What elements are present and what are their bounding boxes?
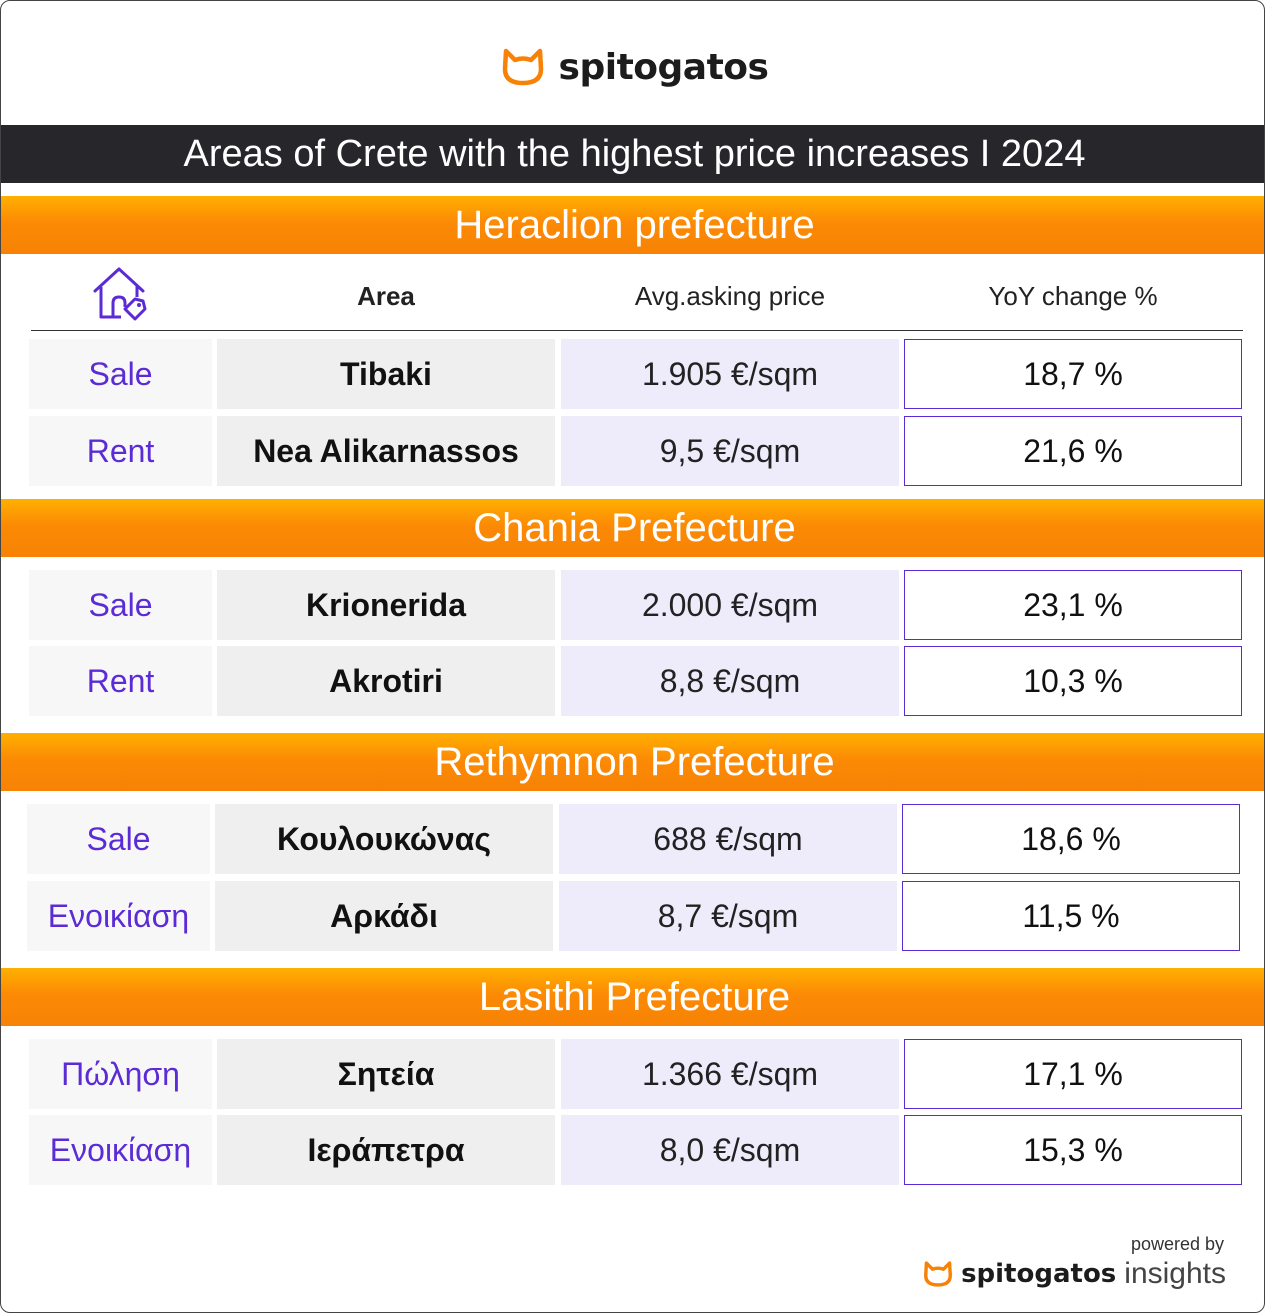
house-tag-icon [93, 267, 147, 321]
yoy-cell: 11,5 % [902, 881, 1240, 951]
area-cell: Ιεράπετρα [217, 1115, 555, 1185]
yoy-cell: 15,3 % [904, 1115, 1242, 1185]
type-cell: Rent [29, 416, 212, 486]
type-cell: Rent [29, 646, 212, 716]
area-cell: Κουλουκώνας [215, 804, 553, 874]
yoy-cell: 23,1 % [904, 570, 1242, 640]
yoy-cell: 21,6 % [904, 416, 1242, 486]
price-cell: 1.905 €/sqm [561, 339, 899, 409]
page-title: Areas of Crete with the highest price in… [1, 125, 1264, 183]
yoy-cell: 18,6 % [902, 804, 1240, 874]
price-cell: 2.000 €/sqm [561, 570, 899, 640]
area-cell: Akrotiri [217, 646, 555, 716]
yoy-cell: 10,3 % [904, 646, 1242, 716]
footer-logo: spitogatos insights [923, 1257, 1226, 1291]
footer-product-name: insights [1124, 1257, 1226, 1290]
logo-header: spitogatos [1, 39, 1264, 95]
type-cell: Ενοικίαση [29, 1115, 212, 1185]
yoy-cell: 18,7 % [904, 339, 1242, 409]
footer-brand-name: spitogatos [961, 1259, 1117, 1289]
prefecture-header-heraclion: Heraclion prefecture [1, 196, 1264, 254]
price-cell: 688 €/sqm [559, 804, 897, 874]
area-cell: Tibaki [217, 339, 555, 409]
prefecture-header-lasithi: Lasithi Prefecture [1, 968, 1264, 1026]
powered-by-label: powered by [1130, 1234, 1224, 1254]
type-cell: Ενοικίαση [27, 881, 210, 951]
area-cell: Krionerida [217, 570, 555, 640]
cat-logo-icon [502, 48, 543, 86]
cat-logo-icon [924, 1261, 953, 1287]
area-cell: Nea Alikarnassos [217, 416, 555, 486]
table-header: Area Avg.asking price YoY change % [31, 263, 1243, 331]
price-cell: 8,0 €/sqm [561, 1115, 899, 1185]
price-cell: 8,8 €/sqm [561, 646, 899, 716]
column-header-price: Avg.asking price [634, 281, 826, 311]
type-cell: Sale [27, 804, 210, 874]
type-cell: Sale [29, 570, 212, 640]
price-cell: 8,7 €/sqm [559, 881, 897, 951]
type-cell: Πώληση [29, 1039, 212, 1109]
header-divider [31, 330, 1243, 331]
prefecture-header-chania: Chania Prefecture [1, 499, 1264, 557]
column-header-area: Area [357, 281, 415, 311]
price-cell: 9,5 €/sqm [561, 416, 899, 486]
area-cell: Αρκάδι [215, 881, 553, 951]
column-header-yoy: YoY change % [988, 281, 1158, 311]
type-cell: Sale [29, 339, 212, 409]
prefecture-header-rethymnon: Rethymnon Prefecture [1, 733, 1264, 791]
area-cell: Σητεία [217, 1039, 555, 1109]
yoy-cell: 17,1 % [904, 1039, 1242, 1109]
price-cell: 1.366 €/sqm [561, 1039, 899, 1109]
brand-name: spitogatos [558, 46, 769, 88]
